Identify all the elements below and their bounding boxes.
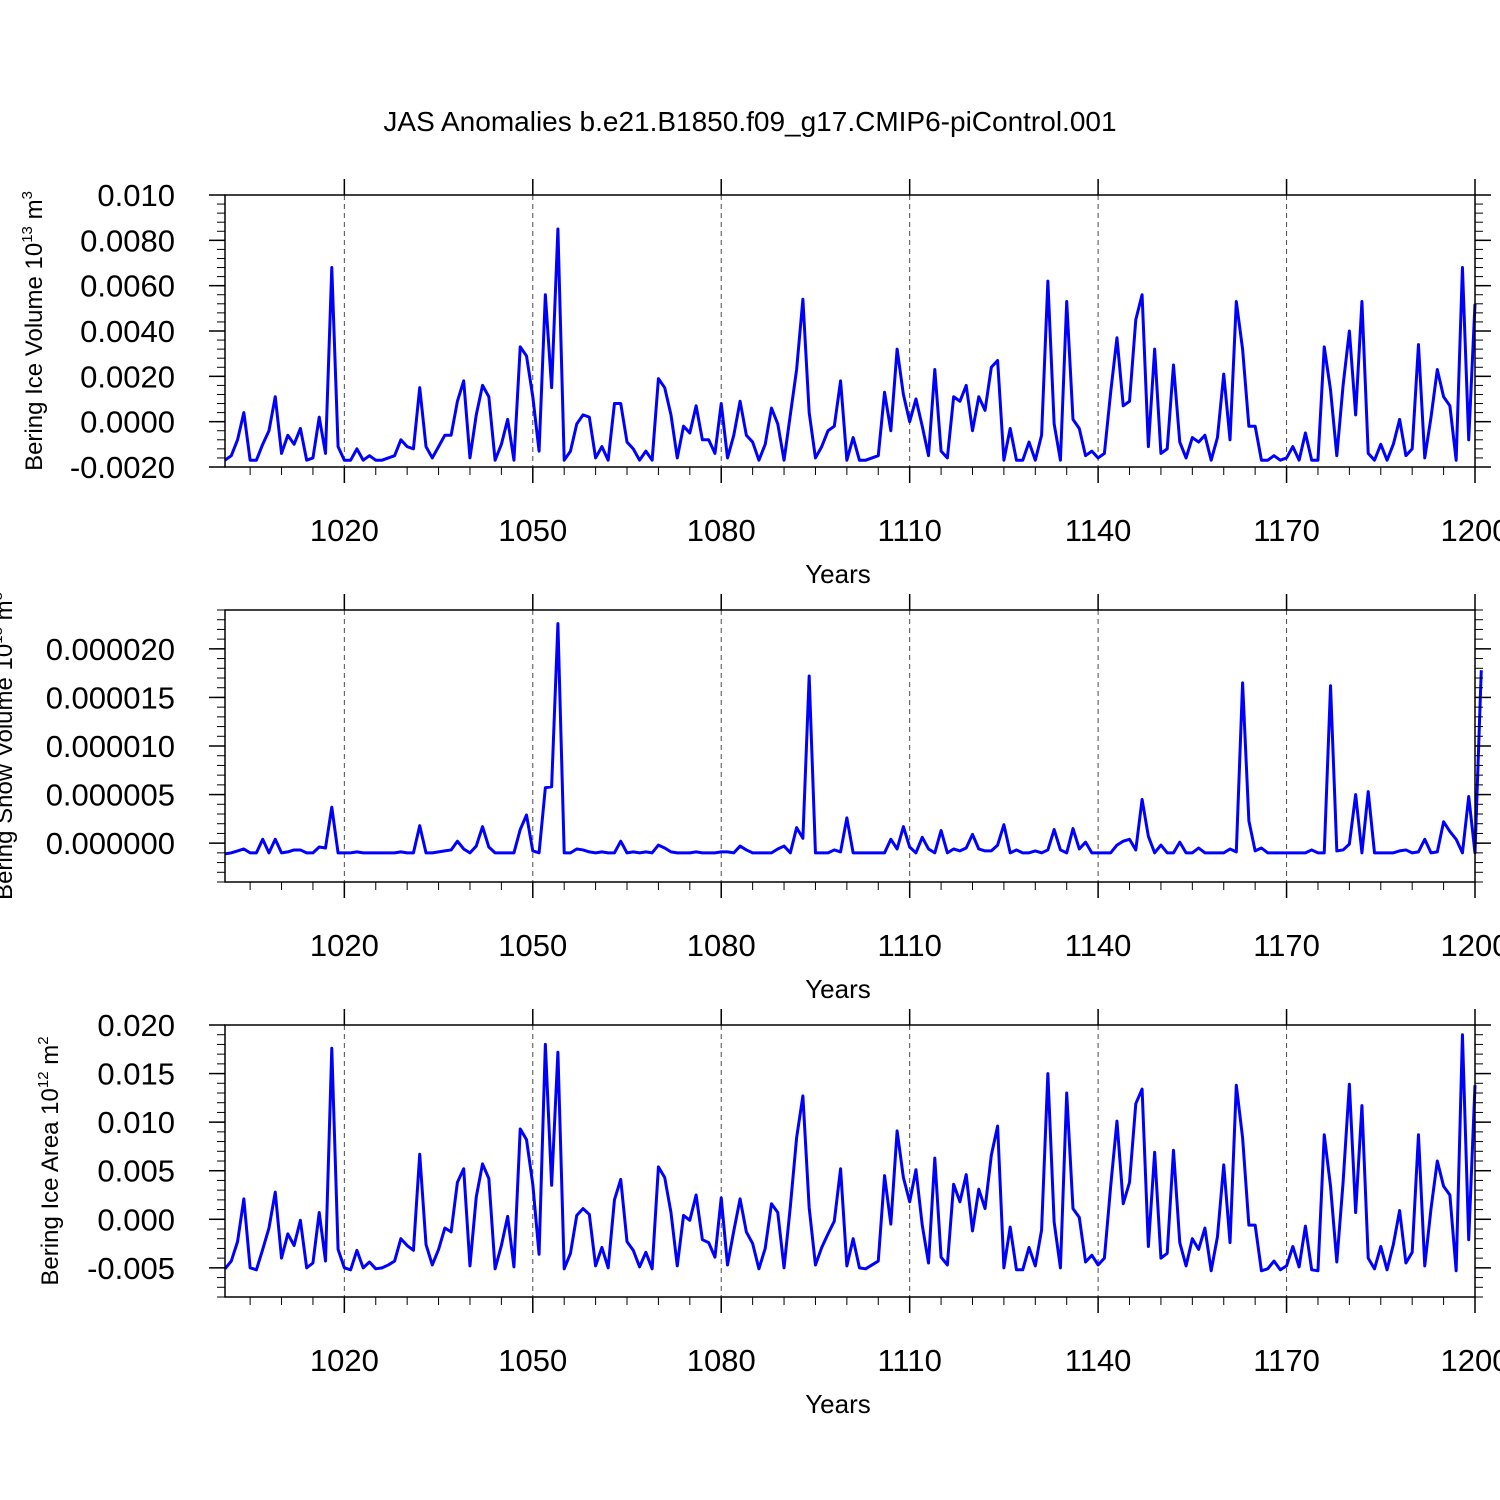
x-tick-label: 1110: [877, 513, 941, 548]
x-tick-label: 1200: [1441, 1343, 1500, 1378]
y-tick-label: 0.015: [97, 1057, 175, 1092]
y-tick-label: 0.000005: [46, 778, 175, 813]
panel-2: 0.000000 0.000005 0.000010 0.000015 0.000020…: [0, 592, 1500, 1004]
x-tick-label: 1140: [1065, 1343, 1132, 1378]
y-axis-label-exponent: 13: [19, 226, 36, 243]
x-tick-label: 1170: [1253, 1343, 1320, 1378]
y-tick-label: 0.0080: [80, 223, 175, 258]
y-axis-label-exponent: 3: [0, 592, 6, 600]
series-line: [224, 227, 1477, 462]
plot-frame: [224, 194, 1476, 468]
y-tick-label: 0.020: [97, 1008, 175, 1043]
y-tick-label: 0.0000: [80, 405, 175, 440]
y-axis-label: Bering Snow Volume 1013 m3: [0, 592, 18, 900]
y-tick-label: 0.005: [97, 1154, 175, 1189]
x-tick-label: 1050: [498, 1343, 567, 1378]
y-tick-label: 0.000: [97, 1202, 175, 1237]
panel-3: -0.005 0.000 0.005 0.010 0.015 0.020 1020 1050 1…: [35, 1008, 1500, 1419]
series-line: [224, 622, 1483, 856]
y-axis-label-text: Bering Snow Volume 10: [0, 644, 18, 900]
y-axis-label-text: Bering Ice Volume 10: [21, 243, 48, 471]
y-tick-label: 0.0020: [80, 359, 175, 394]
x-tick-label: 1050: [498, 928, 567, 963]
y-tick-label: 0.000020: [46, 632, 175, 667]
x-axis-label: Years: [805, 559, 871, 589]
y-axis-label: Bering Ice Area 1012 m2: [35, 1036, 64, 1285]
x-tick-label: 1200: [1441, 928, 1500, 963]
x-tick-label: 1020: [310, 513, 379, 548]
x-tick-label: 1140: [1065, 928, 1132, 963]
x-tick-label: 1020: [310, 1343, 379, 1378]
x-tick-label: 1140: [1065, 513, 1132, 548]
x-axis-label: Years: [805, 1389, 871, 1419]
y-tick-label: 0.010: [97, 178, 175, 213]
y-axis-label-exponent: 12: [35, 1071, 52, 1088]
y-tick-label: 0.0040: [80, 314, 175, 349]
y-axis-label-text: Bering Ice Area 10: [37, 1088, 64, 1285]
x-tick-label: 1110: [877, 1343, 941, 1378]
x-tick-label: 1020: [310, 928, 379, 963]
x-tick-label: 1080: [687, 928, 756, 963]
x-tick-label: 1080: [687, 1343, 756, 1378]
y-axis-label-text: m: [37, 1045, 64, 1072]
y-axis-label-text: m: [21, 199, 48, 226]
y-tick-label: 0.000000: [46, 826, 175, 861]
y-axis-label-exponent: 3: [19, 191, 36, 199]
y-tick-label: 0.000015: [46, 680, 175, 715]
y-axis-label-exponent: 2: [35, 1036, 52, 1044]
panels: -0.0020 0.0000 0.0020 0.0040 0.0060 0.0080 0.0…: [0, 178, 1500, 1419]
panel-1: -0.0020 0.0000 0.0020 0.0040 0.0060 0.0080 0.0…: [19, 178, 1500, 589]
x-axis-label: Years: [805, 974, 871, 1004]
x-tick-label: 1110: [877, 928, 941, 963]
y-tick-label: -0.005: [87, 1251, 175, 1286]
x-tick-label: 1170: [1253, 513, 1320, 548]
x-tick-label: 1080: [687, 513, 756, 548]
x-tick-label: 1170: [1253, 928, 1320, 963]
y-axis-label-exponent: 13: [0, 627, 6, 644]
y-axis-label: Bering Ice Volume 1013 m3: [19, 191, 48, 471]
y-tick-label: 0.010: [97, 1105, 175, 1140]
y-tick-label: -0.0020: [70, 450, 175, 485]
x-tick-label: 1050: [498, 513, 567, 548]
y-axis-label-text: m: [0, 600, 18, 627]
y-tick-label: 0.000010: [46, 729, 175, 764]
x-tick-label: 1200: [1441, 513, 1500, 548]
y-tick-label: 0.0060: [80, 269, 175, 304]
figure-title: JAS Anomalies b.e21.B1850.f09_g17.CMIP6-…: [383, 106, 1116, 137]
series-line: [223, 1033, 1477, 1273]
